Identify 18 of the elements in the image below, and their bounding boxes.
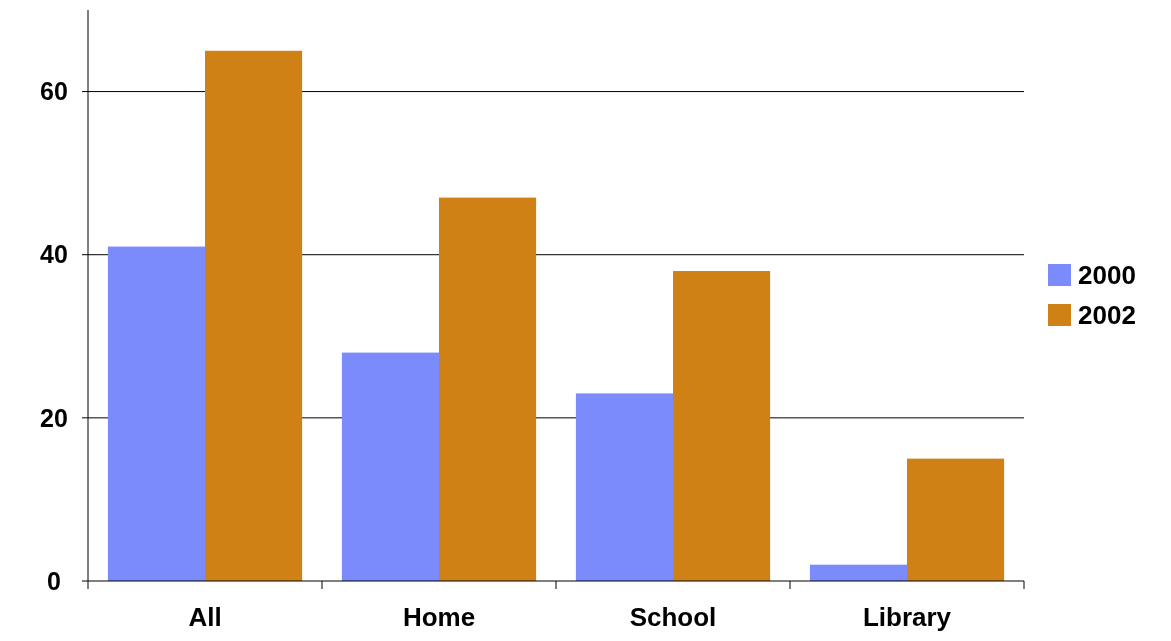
legend-label: 2002: [1078, 300, 1136, 331]
x-tick-label: School: [629, 602, 717, 632]
bar: [439, 197, 537, 581]
bar: [205, 50, 303, 581]
bar: [107, 246, 205, 581]
x-tick-label: Home: [402, 602, 476, 632]
y-tick-label: 60: [40, 77, 68, 106]
bar: [341, 352, 439, 581]
x-tick-label: Library: [862, 602, 952, 632]
bar: [673, 271, 771, 581]
bar: [907, 458, 1005, 581]
legend-label: 2000: [1078, 260, 1136, 291]
y-tick-label: 0: [47, 566, 61, 595]
y-tick-label: 40: [40, 240, 68, 269]
bar: [575, 393, 673, 581]
bar: [809, 564, 907, 581]
y-tick-label: 20: [40, 403, 68, 432]
x-tick-label: All: [188, 602, 222, 632]
